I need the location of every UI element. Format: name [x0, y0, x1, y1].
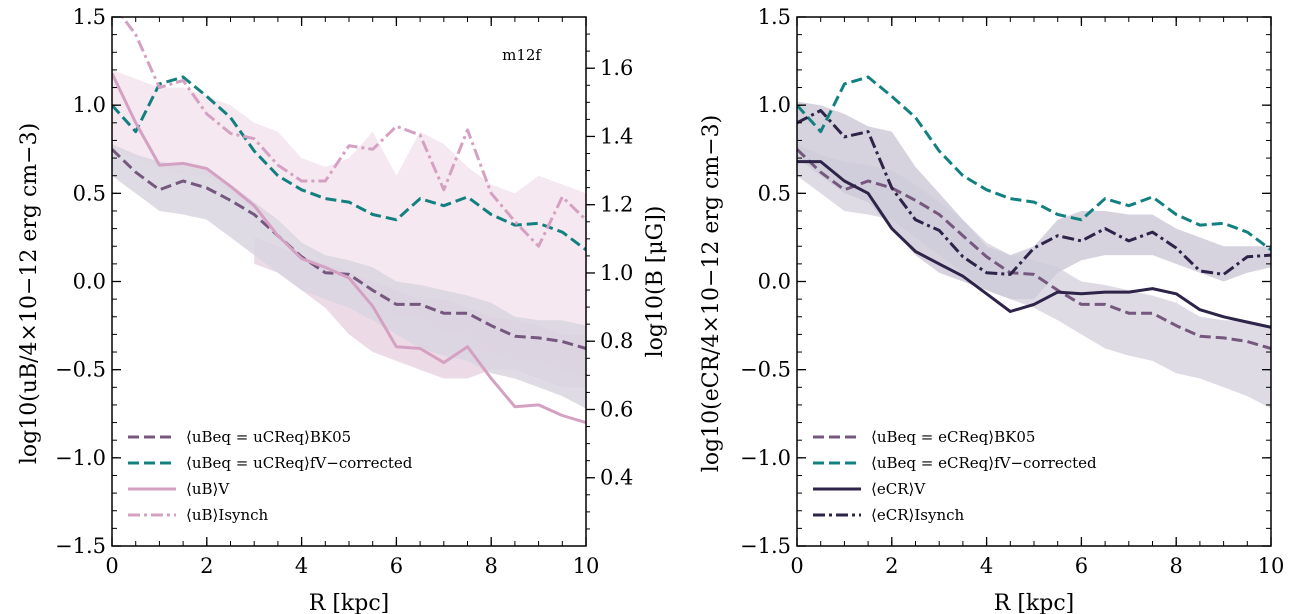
panel-right: 0 2 4 6 8 10 −1.5 −1.0 −0.5 0.0 0.5 1.0 1.5 R [kpc] lo…: [699, 5, 1284, 614]
x-tick-label: 2: [200, 554, 213, 578]
y2-tick-label: 1.0: [600, 261, 633, 285]
y-tick-label: 0.0: [73, 270, 106, 294]
legend-label: ⟨uBeq = eCReq⟩fV−corrected: [871, 454, 1097, 472]
y-tick-label: 0.0: [758, 270, 791, 294]
y2-tick-label: 0.4: [600, 466, 633, 490]
legend-label: ⟨uB⟩V: [186, 480, 230, 498]
y-tick-label: 1.0: [73, 93, 106, 117]
y2-tick-label: 0.6: [600, 397, 633, 421]
legend: ⟨uBeq = uCReq⟩BK05 ⟨uBeq = uCReq⟩fV−corre…: [128, 428, 413, 524]
legend-label: ⟨uBeq = uCReq⟩BK05: [186, 428, 351, 446]
legend-label: ⟨uBeq = eCReq⟩BK05: [871, 428, 1035, 446]
x-tick-label: 2: [885, 554, 898, 578]
legend-label: ⟨uB⟩Isynch: [186, 506, 269, 524]
y-tick-label: −1.5: [740, 534, 791, 558]
x-tick-label: 10: [573, 554, 600, 578]
y2-tick-label: 1.4: [600, 124, 633, 148]
band-2: [112, 144, 586, 409]
y-axis-label: log10(eCR/4×10−12 erg cm−3): [699, 115, 724, 472]
x-tick-label: 0: [790, 554, 803, 578]
series-line-1: [112, 75, 586, 252]
series-line-0: [797, 148, 1271, 350]
x-tick-label: 6: [1075, 554, 1088, 578]
legend-label: ⟨uBeq = uCReq⟩fV−corrected: [186, 454, 413, 472]
y2-tick-label: 0.8: [600, 329, 633, 353]
panel-left: 0 2 4 6 8 10 −1.5 −1.0 −0.5 0.0 0.5 1.0 1.5 0.4 0.6 0.8…: [17, 5, 668, 614]
plot-area: [112, 17, 586, 425]
x-tick-label: 4: [295, 554, 308, 578]
y2-tick-label: 1.2: [600, 193, 633, 217]
x-tick-label: 8: [485, 554, 498, 578]
y-tick-label: −1.0: [55, 446, 106, 470]
series-line-3: [797, 109, 1271, 276]
x-tick-label: 4: [980, 554, 993, 578]
x-axis-label: R [kpc]: [994, 591, 1074, 614]
y-axis-label: log10(uB/4×10−12 erg cm−3): [17, 123, 42, 464]
series-line-1: [797, 75, 1271, 252]
x-tick-label: 10: [1258, 554, 1285, 578]
series-line-2: [112, 72, 586, 425]
legend: ⟨uBeq = eCReq⟩BK05 ⟨uBeq = eCReq⟩fV−corre…: [813, 428, 1097, 524]
y-tick-label: 0.5: [758, 181, 791, 205]
y2-axis-label: log10(B [μG]): [643, 206, 668, 358]
y-tick-label: 1.0: [758, 93, 791, 117]
x-tick-label: 6: [390, 554, 403, 578]
x-tick-label: 0: [105, 554, 118, 578]
y-tick-label: 1.5: [758, 5, 791, 29]
y-tick-label: −0.5: [740, 358, 791, 382]
y2-tick-label: 1.6: [600, 56, 633, 80]
y-tick-label: −0.5: [55, 358, 106, 382]
y-tick-label: 0.5: [73, 181, 106, 205]
y-tick-label: −1.0: [740, 446, 791, 470]
x-tick-label: 8: [1170, 554, 1183, 578]
legend-label: ⟨eCR⟩V: [871, 480, 926, 498]
y-tick-label: −1.5: [55, 534, 106, 558]
x-axis-label: R [kpc]: [309, 591, 389, 614]
y-tick-label: 1.5: [73, 5, 106, 29]
series-line-3: [120, 17, 586, 248]
legend-label: ⟨eCR⟩Isynch: [871, 506, 965, 524]
annotation-label: m12f: [502, 46, 542, 64]
series-line-0: [112, 148, 586, 350]
plot-area: [797, 75, 1271, 409]
series-line-2: [797, 160, 1271, 329]
